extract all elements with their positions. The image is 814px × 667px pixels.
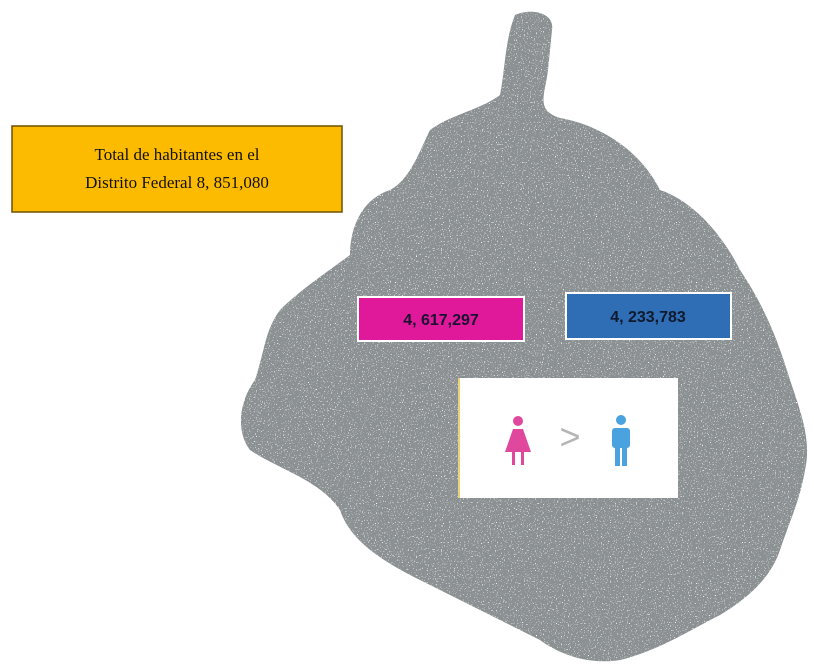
total-box: Total de habitantes en el Distrito Feder…: [11, 125, 343, 213]
women-box: 4, 617,297: [357, 296, 525, 342]
comparison-symbol: >: [559, 416, 580, 457]
women-box-bg: [357, 296, 525, 342]
women-value: 4, 617,297: [403, 312, 479, 329]
comparison-box: >: [458, 378, 678, 498]
men-box: 4, 233,783: [565, 292, 732, 340]
comparison-box-bg: [458, 378, 678, 498]
men-box-bg: [565, 292, 732, 340]
female-icon: [505, 416, 531, 465]
men-value: 4, 233,783: [610, 309, 686, 326]
total-line: Distrito Federal 8, 851,080: [85, 173, 269, 192]
total-box-bg: [11, 125, 343, 213]
male-icon: [612, 415, 630, 466]
total-line: Total de habitantes en el: [95, 145, 260, 164]
